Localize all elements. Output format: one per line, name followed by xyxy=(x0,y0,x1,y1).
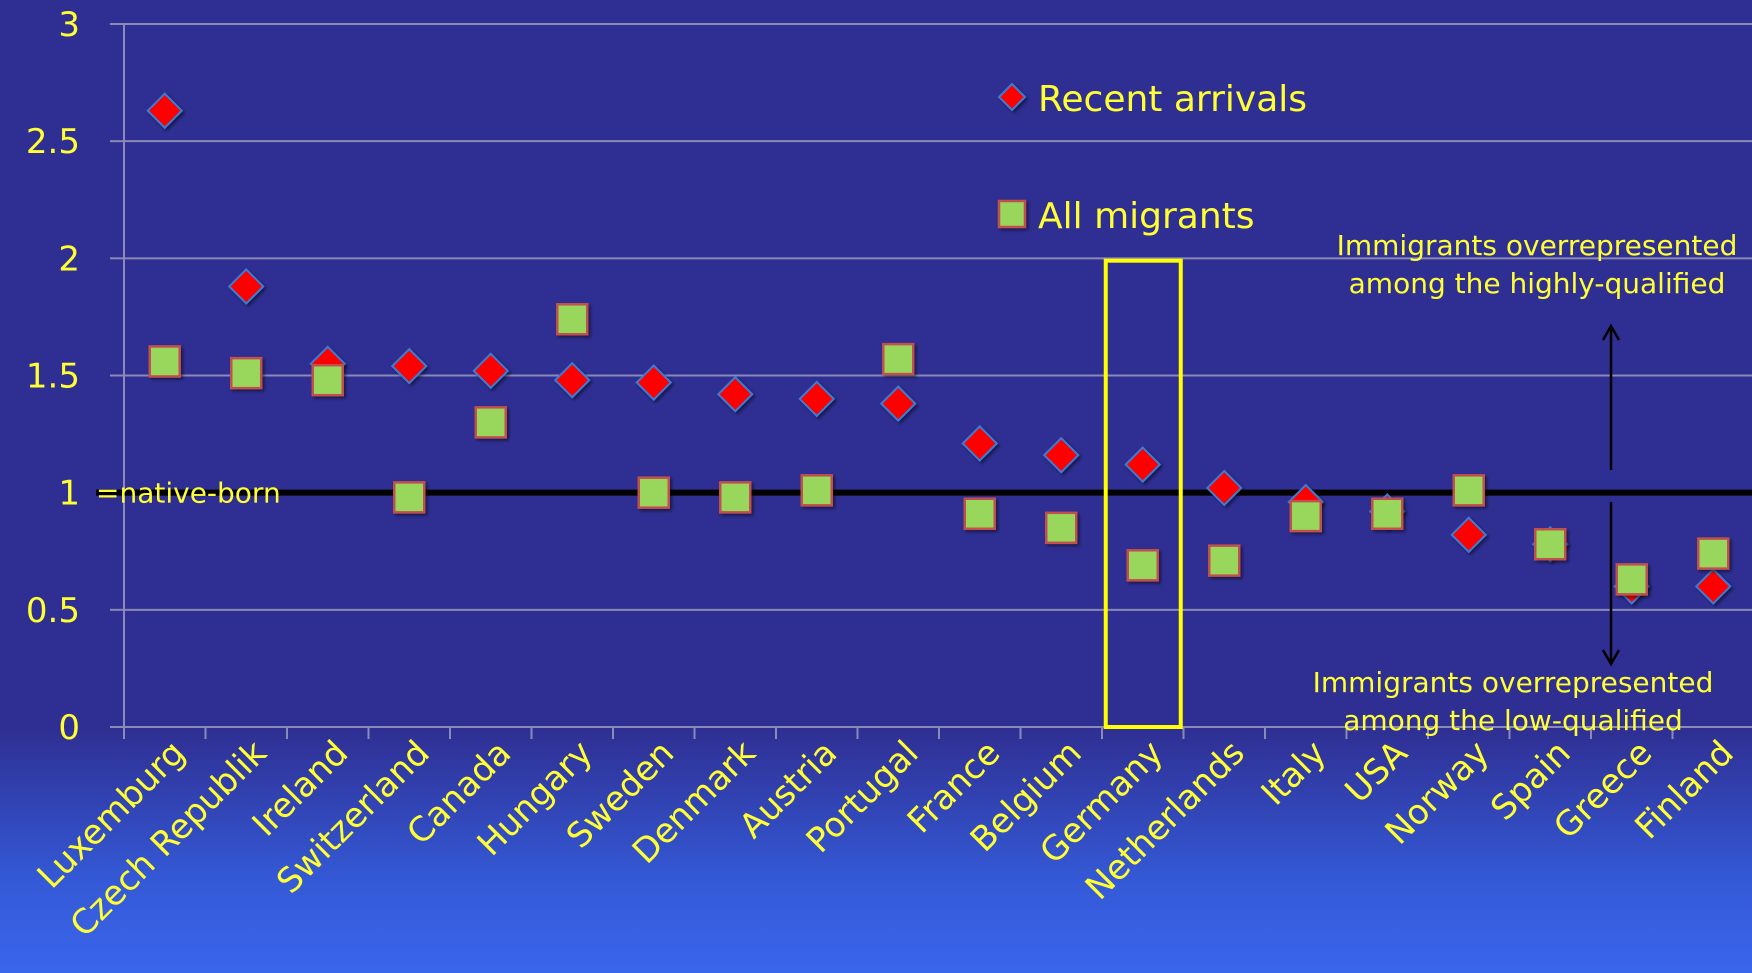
gridlines xyxy=(124,23,1752,611)
highlight-box xyxy=(1103,258,1183,729)
annotation-upper-line: Immigrants overrepresented xyxy=(1337,229,1738,262)
recent-arrivals-point xyxy=(146,92,184,130)
all-migrants-point xyxy=(556,303,589,336)
all-migrants-point xyxy=(1126,549,1159,582)
all-migrants-point xyxy=(1452,474,1485,507)
native-born-reference: =native-born xyxy=(96,477,1752,510)
legend-label-recent-arrivals: Recent arrivals xyxy=(1038,79,1307,120)
all-migrants-point xyxy=(963,497,996,531)
arrow-up-head xyxy=(1601,323,1621,341)
y-tick-label: 0 xyxy=(58,708,80,748)
annotation-lower-line: among the low-qualified xyxy=(1343,704,1683,737)
recent-arrivals-point xyxy=(961,425,999,462)
all-migrants-point xyxy=(1371,497,1404,531)
recent-arrivals-point xyxy=(1450,516,1488,554)
all-migrants-point xyxy=(1697,537,1730,570)
y-tick-label: 2.5 xyxy=(26,122,80,162)
all-migrants-point xyxy=(474,406,507,439)
all-migrants-point xyxy=(1615,563,1648,596)
recent-arrivals-point xyxy=(798,380,836,418)
all-migrants-point xyxy=(719,481,752,514)
legend: Recent arrivals All migrants xyxy=(997,79,1307,237)
recent-arrivals-point xyxy=(1205,469,1243,507)
recent-arrivals-point xyxy=(1042,436,1080,474)
highlight-group xyxy=(1103,258,1183,729)
y-tick-label: 1.5 xyxy=(26,357,80,397)
recent-arrivals-point xyxy=(1694,567,1732,605)
y-tick-label: 0.5 xyxy=(26,591,80,631)
all-migrants-point xyxy=(148,345,181,378)
legend-square-icon xyxy=(997,199,1027,229)
y-tick-label: 2 xyxy=(58,239,80,279)
legend-diamond-icon xyxy=(997,82,1027,112)
legend-label-all-migrants: All migrants xyxy=(1038,196,1255,237)
all-migrants-point xyxy=(637,476,670,509)
all-migrants-point xyxy=(1208,544,1241,577)
arrow-down-head xyxy=(1601,649,1621,667)
x-tick-label: Italy xyxy=(1254,733,1334,813)
annotation-lower-line: Immigrants overrepresented xyxy=(1313,666,1714,699)
recent-arrivals-point xyxy=(1124,446,1162,483)
data-points xyxy=(146,92,1732,605)
all-migrants-point xyxy=(1045,511,1078,545)
all-migrants-point xyxy=(311,363,344,397)
recent-arrivals-point xyxy=(635,364,673,401)
all-migrants-point xyxy=(230,356,263,390)
axes: 0 0.5 1 1.5 2 2.5 3 xyxy=(26,5,1752,748)
all-migrants-point xyxy=(882,342,915,376)
recent-arrivals-point xyxy=(716,375,754,413)
y-tick-label: 3 xyxy=(58,5,80,45)
recent-arrivals-point xyxy=(553,361,591,399)
annotations: Immigrants overrepresented among the high… xyxy=(1313,229,1738,737)
y-tick-label: 1 xyxy=(58,474,80,514)
recent-arrivals-point xyxy=(472,352,510,390)
native-born-label: =native-born xyxy=(96,477,281,510)
all-migrants-point xyxy=(1289,499,1322,533)
recent-arrivals-point xyxy=(227,268,265,305)
all-migrants-point xyxy=(393,481,426,514)
all-migrants-point xyxy=(1534,527,1567,561)
annotation-upper-line: among the highly-qualified xyxy=(1349,267,1726,300)
recent-arrivals-point xyxy=(879,385,917,423)
recent-arrivals-point xyxy=(390,347,428,385)
all-migrants-point xyxy=(800,474,833,507)
